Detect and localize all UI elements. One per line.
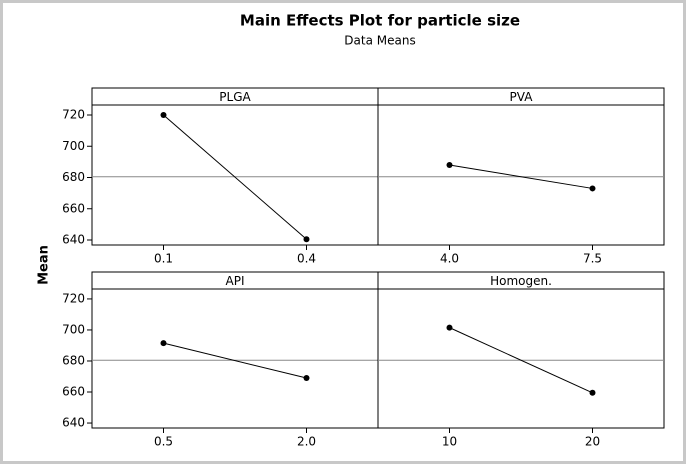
y-tick-label: 640: [62, 233, 85, 247]
panel-title: PLGA: [219, 90, 251, 104]
chart-subtitle: Data Means: [344, 34, 415, 48]
effect-line: [449, 327, 593, 394]
panel-title: API: [226, 274, 245, 288]
y-tick-label: 700: [62, 139, 85, 153]
point: [303, 375, 310, 382]
x-tick-label: 4.0: [440, 252, 459, 266]
y-tick-label: 700: [62, 322, 85, 336]
panel-title: PVA: [510, 90, 534, 104]
y-tick-label: 720: [62, 108, 85, 122]
point: [446, 162, 453, 168]
y-tick-label: 720: [62, 291, 85, 305]
chart-title: Main Effects Plot for particle size: [240, 12, 520, 30]
effect-line: [163, 342, 307, 379]
point: [446, 324, 453, 331]
x-tick-label: 0.1: [154, 252, 173, 266]
point: [160, 340, 167, 347]
y-axis-label: Mean: [37, 245, 52, 285]
panel: [91, 288, 379, 429]
panel: [377, 288, 665, 429]
x-tick-label: 2.0: [297, 435, 316, 449]
y-tick-label: 660: [62, 201, 85, 215]
x-tick-label: 10: [442, 435, 457, 449]
y-tick-label: 660: [62, 385, 85, 399]
effect-line: [163, 114, 307, 240]
panel: [91, 104, 379, 246]
point: [589, 185, 596, 192]
point: [160, 112, 167, 118]
effect-line: [449, 164, 593, 189]
point: [589, 389, 596, 396]
x-tick-label: 0.4: [297, 252, 316, 266]
x-tick-label: 0.5: [154, 435, 173, 449]
x-tick-label: 20: [585, 435, 600, 449]
x-tick-label: 7.5: [583, 252, 602, 266]
y-tick-label: 680: [62, 170, 85, 184]
y-tick-label: 680: [62, 353, 85, 367]
point: [303, 236, 310, 243]
panel-title: Homogen.: [490, 274, 552, 288]
y-tick-label: 640: [62, 416, 85, 430]
panel: [377, 104, 665, 246]
